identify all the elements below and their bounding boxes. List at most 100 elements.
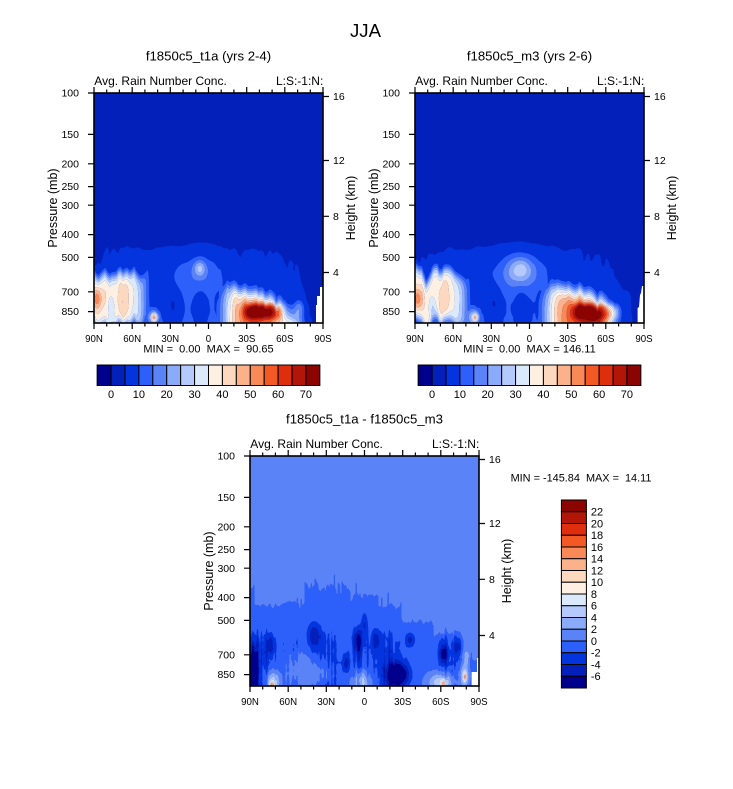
svg-text:MIN = -145.84 MAX = 14.11: MIN = -145.84 MAX = 14.11 (511, 473, 652, 485)
svg-text:0: 0 (527, 334, 533, 345)
svg-text:16: 16 (591, 542, 603, 554)
svg-text:2: 2 (591, 624, 597, 636)
svg-text:850: 850 (61, 306, 79, 318)
svg-text:8: 8 (489, 574, 495, 586)
svg-text:100: 100 (382, 88, 400, 100)
svg-text:30N: 30N (161, 334, 179, 345)
svg-text:30S: 30S (394, 697, 412, 708)
svg-text:4: 4 (654, 267, 660, 279)
svg-text:30N: 30N (317, 697, 335, 708)
svg-text:20: 20 (591, 518, 603, 530)
svg-text:30: 30 (188, 389, 200, 401)
svg-text:90N: 90N (241, 697, 259, 708)
svg-text:250: 250 (61, 181, 79, 193)
svg-text:0: 0 (362, 697, 368, 708)
svg-text:60: 60 (272, 389, 284, 401)
svg-text:60S: 60S (597, 334, 615, 345)
svg-text:Height (km): Height (km) (500, 539, 514, 604)
svg-text:300: 300 (61, 200, 79, 212)
svg-text:200: 200 (217, 521, 235, 533)
svg-text:f1850c5_m3 (yrs 2-6): f1850c5_m3 (yrs 2-6) (467, 49, 592, 64)
svg-text:6: 6 (591, 601, 597, 613)
svg-text:f1850c5_t1a - f1850c5_m3: f1850c5_t1a - f1850c5_m3 (286, 412, 443, 427)
svg-text:0: 0 (429, 389, 435, 401)
svg-text:500: 500 (61, 252, 79, 264)
svg-text:200: 200 (61, 158, 79, 170)
svg-text:MIN = 0.00 MAX = 90.65: MIN = 0.00 MAX = 90.65 (143, 344, 273, 356)
svg-text:40: 40 (216, 389, 228, 401)
svg-text:Height (km): Height (km) (665, 176, 679, 241)
svg-text:700: 700 (217, 649, 235, 661)
svg-text:250: 250 (217, 544, 235, 556)
svg-text:L:S:-1:N:: L:S:-1:N: (597, 74, 644, 88)
svg-text:150: 150 (382, 129, 400, 141)
svg-text:12: 12 (591, 565, 603, 577)
svg-text:100: 100 (61, 88, 79, 100)
svg-text:500: 500 (382, 252, 400, 264)
svg-text:400: 400 (217, 592, 235, 604)
svg-text:0: 0 (206, 334, 212, 345)
svg-text:12: 12 (333, 155, 345, 167)
svg-text:Avg. Rain Number Conc.: Avg. Rain Number Conc. (250, 437, 383, 451)
svg-text:4: 4 (489, 630, 495, 642)
svg-text:400: 400 (382, 229, 400, 241)
svg-text:8: 8 (654, 211, 660, 223)
svg-text:-6: -6 (591, 671, 601, 683)
svg-text:MIN = 0.00 MAX = 146.11: MIN = 0.00 MAX = 146.11 (463, 344, 595, 356)
svg-text:L:S:-1:N:: L:S:-1:N: (432, 437, 479, 451)
svg-text:850: 850 (382, 306, 400, 318)
svg-text:Pressure (mb): Pressure (mb) (367, 168, 381, 247)
svg-text:8: 8 (591, 589, 597, 601)
svg-text:22: 22 (591, 507, 603, 519)
svg-text:40: 40 (537, 389, 549, 401)
svg-text:90N: 90N (85, 334, 103, 345)
svg-text:700: 700 (61, 286, 79, 298)
svg-text:70: 70 (300, 389, 312, 401)
svg-text:300: 300 (217, 563, 235, 575)
svg-text:150: 150 (217, 492, 235, 504)
svg-text:50: 50 (244, 389, 256, 401)
svg-text:90S: 90S (635, 334, 653, 345)
svg-text:-2: -2 (591, 648, 601, 660)
svg-text:Avg. Rain Number Conc.: Avg. Rain Number Conc. (415, 74, 548, 88)
svg-text:60N: 60N (444, 334, 462, 345)
svg-text:16: 16 (333, 91, 345, 103)
svg-text:0: 0 (591, 636, 597, 648)
svg-text:20: 20 (161, 389, 173, 401)
svg-text:30N: 30N (482, 334, 500, 345)
svg-text:10: 10 (591, 577, 603, 589)
svg-text:400: 400 (61, 229, 79, 241)
svg-text:300: 300 (382, 200, 400, 212)
svg-text:-4: -4 (591, 659, 601, 671)
svg-text:Pressure (mb): Pressure (mb) (46, 168, 60, 247)
svg-text:10: 10 (133, 389, 145, 401)
svg-text:700: 700 (382, 286, 400, 298)
svg-text:30S: 30S (238, 334, 256, 345)
svg-text:100: 100 (217, 451, 235, 463)
svg-text:200: 200 (382, 158, 400, 170)
svg-text:850: 850 (217, 669, 235, 681)
svg-text:20: 20 (482, 389, 494, 401)
svg-text:Avg. Rain Number Conc.: Avg. Rain Number Conc. (94, 74, 227, 88)
svg-text:4: 4 (591, 612, 597, 624)
svg-text:60N: 60N (123, 334, 141, 345)
svg-text:90S: 90S (470, 697, 488, 708)
svg-text:14: 14 (591, 554, 603, 566)
svg-text:60N: 60N (279, 697, 297, 708)
svg-text:18: 18 (591, 530, 603, 542)
svg-text:f1850c5_t1a (yrs 2-4): f1850c5_t1a (yrs 2-4) (146, 49, 271, 64)
svg-text:16: 16 (489, 454, 501, 466)
svg-text:Height (km): Height (km) (344, 176, 358, 241)
svg-text:90N: 90N (406, 334, 424, 345)
svg-text:10: 10 (454, 389, 466, 401)
svg-text:8: 8 (333, 211, 339, 223)
svg-text:250: 250 (382, 181, 400, 193)
svg-text:90S: 90S (314, 334, 332, 345)
svg-text:500: 500 (217, 615, 235, 627)
svg-text:60S: 60S (432, 697, 450, 708)
svg-text:60: 60 (593, 389, 605, 401)
svg-text:12: 12 (489, 518, 501, 530)
svg-text:0: 0 (108, 389, 114, 401)
svg-text:L:S:-1:N:: L:S:-1:N: (276, 74, 323, 88)
svg-text:4: 4 (333, 267, 339, 279)
